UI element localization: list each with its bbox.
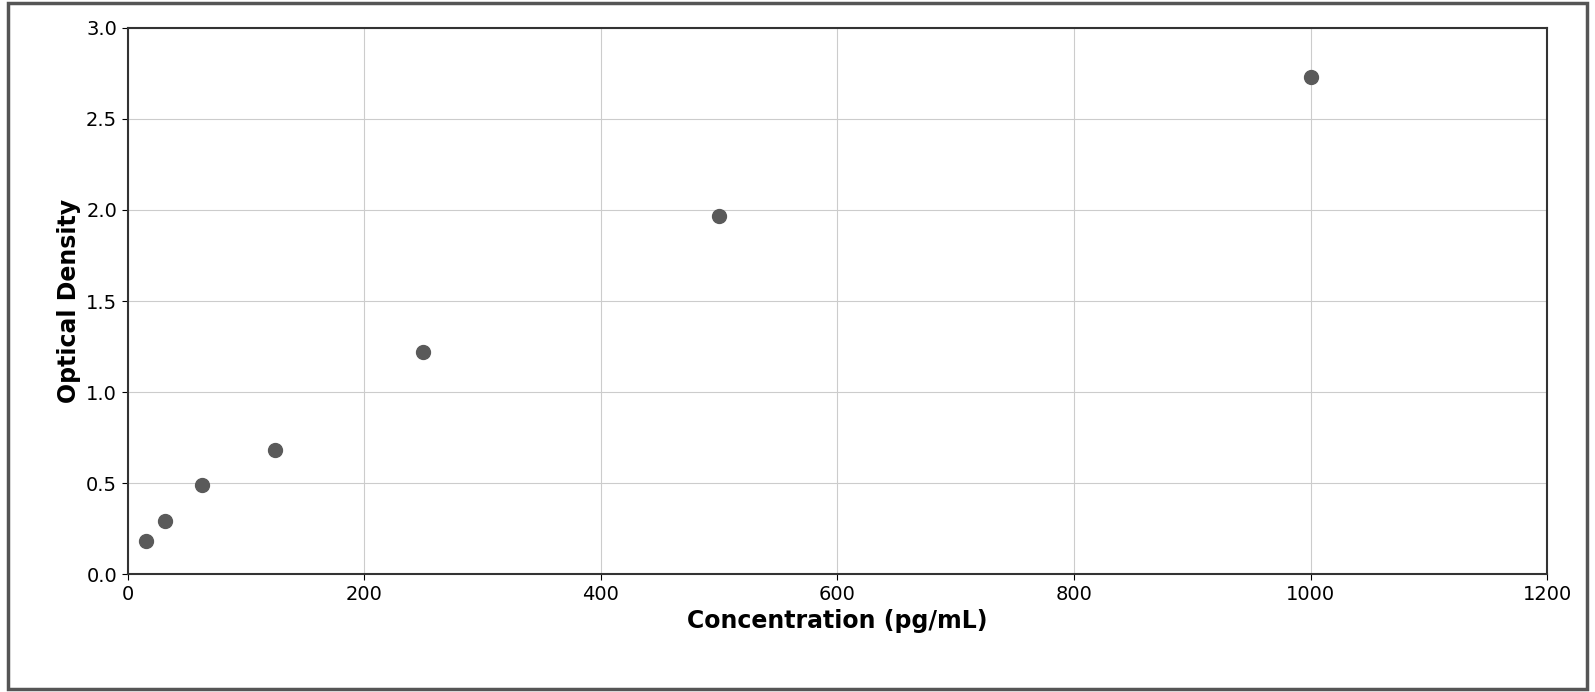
Point <box>188 480 214 491</box>
Point <box>707 211 732 222</box>
Point <box>263 444 289 455</box>
Point <box>134 535 160 546</box>
X-axis label: Concentration (pg/mL): Concentration (pg/mL) <box>687 610 987 633</box>
Point <box>152 515 177 526</box>
Y-axis label: Optical Density: Optical Density <box>56 199 80 403</box>
Point <box>410 347 435 358</box>
Point <box>1298 71 1324 82</box>
